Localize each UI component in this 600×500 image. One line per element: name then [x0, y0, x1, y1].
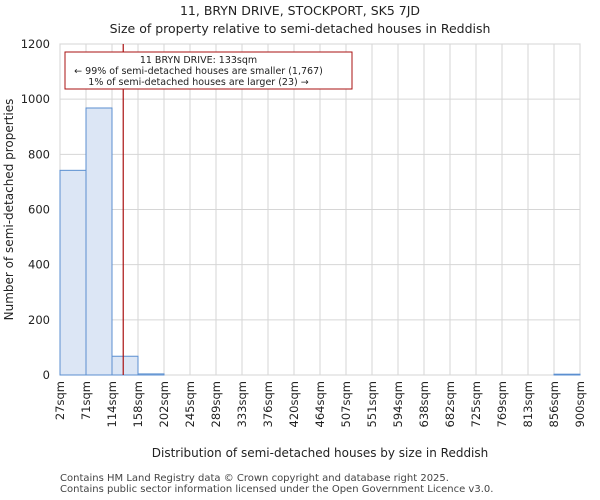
y-tick-label: 1200: [21, 37, 50, 51]
x-tick-label: 245sqm: [183, 381, 197, 427]
x-tick-label: 594sqm: [391, 381, 405, 427]
chart-subtitle: Size of property relative to semi-detach…: [109, 21, 491, 36]
x-tick-label: 856sqm: [547, 381, 561, 427]
x-tick-label: 638sqm: [417, 381, 431, 427]
y-tick-label: 200: [28, 313, 50, 327]
x-tick-label: 507sqm: [339, 381, 353, 427]
bar: [85, 107, 113, 376]
x-tick-label: 464sqm: [313, 381, 327, 427]
x-tick-label: 376sqm: [261, 381, 275, 427]
footer-licence: Contains public sector information licen…: [60, 484, 494, 495]
x-tick-label: 725sqm: [469, 381, 483, 427]
x-tick-label: 114sqm: [105, 381, 119, 427]
x-tick-label: 158sqm: [131, 381, 145, 427]
bar: [553, 373, 581, 376]
y-tick-label: 400: [28, 258, 50, 272]
annotation-line: ← 99% of semi-detached houses are smalle…: [74, 66, 323, 77]
x-axis-label: Distribution of semi-detached houses by …: [152, 446, 489, 460]
y-tick-label: 800: [28, 147, 50, 161]
x-tick-label: 813sqm: [521, 381, 535, 427]
chart-title: 11, BRYN DRIVE, STOCKPORT, SK5 7JD: [179, 3, 421, 18]
annotation-line: 11 BRYN DRIVE: 133sqm: [140, 55, 257, 66]
y-tick-label: 1000: [21, 92, 50, 106]
annotation-box: [64, 51, 353, 90]
x-tick-label: 682sqm: [443, 381, 457, 427]
y-axis-label: Number of semi-detached properties: [2, 99, 16, 321]
bar: [59, 169, 87, 376]
x-tick-label: 769sqm: [495, 381, 509, 427]
x-tick-label: 333sqm: [235, 381, 249, 427]
x-tick-label: 27sqm: [53, 381, 67, 420]
x-tick-label: 900sqm: [573, 381, 587, 427]
bar: [111, 355, 139, 376]
footer-copyright: Contains HM Land Registry data © Crown c…: [60, 473, 449, 484]
annotation-line: 1% of semi-detached houses are larger (2…: [88, 77, 308, 88]
x-tick-label: 551sqm: [365, 381, 379, 427]
x-tick-label: 289sqm: [209, 381, 223, 427]
x-tick-label: 420sqm: [287, 381, 301, 427]
y-tick-label: 600: [28, 203, 50, 217]
y-tick-label: 0: [43, 368, 50, 382]
x-tick-label: 202sqm: [157, 381, 171, 427]
x-tick-label: 71sqm: [79, 381, 93, 420]
bar: [137, 373, 165, 376]
